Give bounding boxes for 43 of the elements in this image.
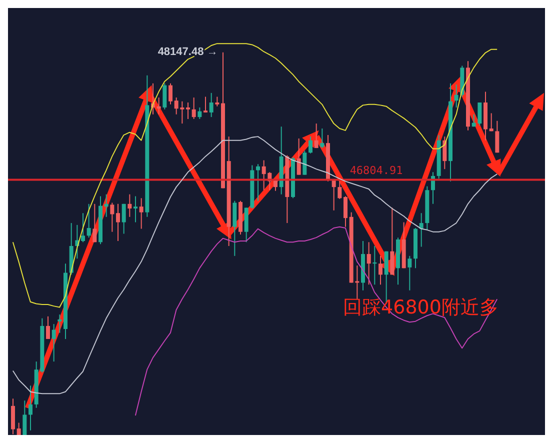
candlestick [408,255,412,291]
candlestick [58,314,62,334]
candlestick [338,180,342,200]
candlestick [22,400,27,435]
candlestick [489,112,494,132]
candlestick [378,255,382,286]
candlestick [495,120,500,154]
candlestick [344,196,348,228]
candlestick [308,136,312,154]
candlestick [442,136,447,170]
candlestick [134,196,138,223]
candlestick [390,207,394,276]
candlestick [104,194,108,218]
candlestick [204,96,208,113]
candlestick [110,202,114,232]
candlestick [209,92,214,118]
candlestick [186,102,190,120]
candlestick [366,242,371,286]
candlestick [81,212,85,243]
candlestick [52,324,56,362]
candlestick [302,150,307,176]
candlestick [46,316,50,340]
candlestick [116,203,120,242]
candlestick [419,212,424,248]
candlestick [28,385,32,431]
candlestick [86,203,91,238]
candlestick [192,97,196,120]
candlestick [128,194,132,218]
candlestick [168,82,172,105]
annotation: 46804.91 [350,164,403,177]
candlestick [198,106,202,120]
candlestick [320,128,324,149]
candlestick [139,198,144,230]
candlestick [296,138,301,176]
candlestick [314,123,318,149]
candlestick [256,164,260,202]
candlestick [215,96,220,107]
candlestick [454,84,458,108]
candlestick [122,203,126,234]
candlestick [162,82,167,110]
candlestick [11,398,15,435]
candlestick [92,203,97,243]
candlestick [16,422,21,435]
